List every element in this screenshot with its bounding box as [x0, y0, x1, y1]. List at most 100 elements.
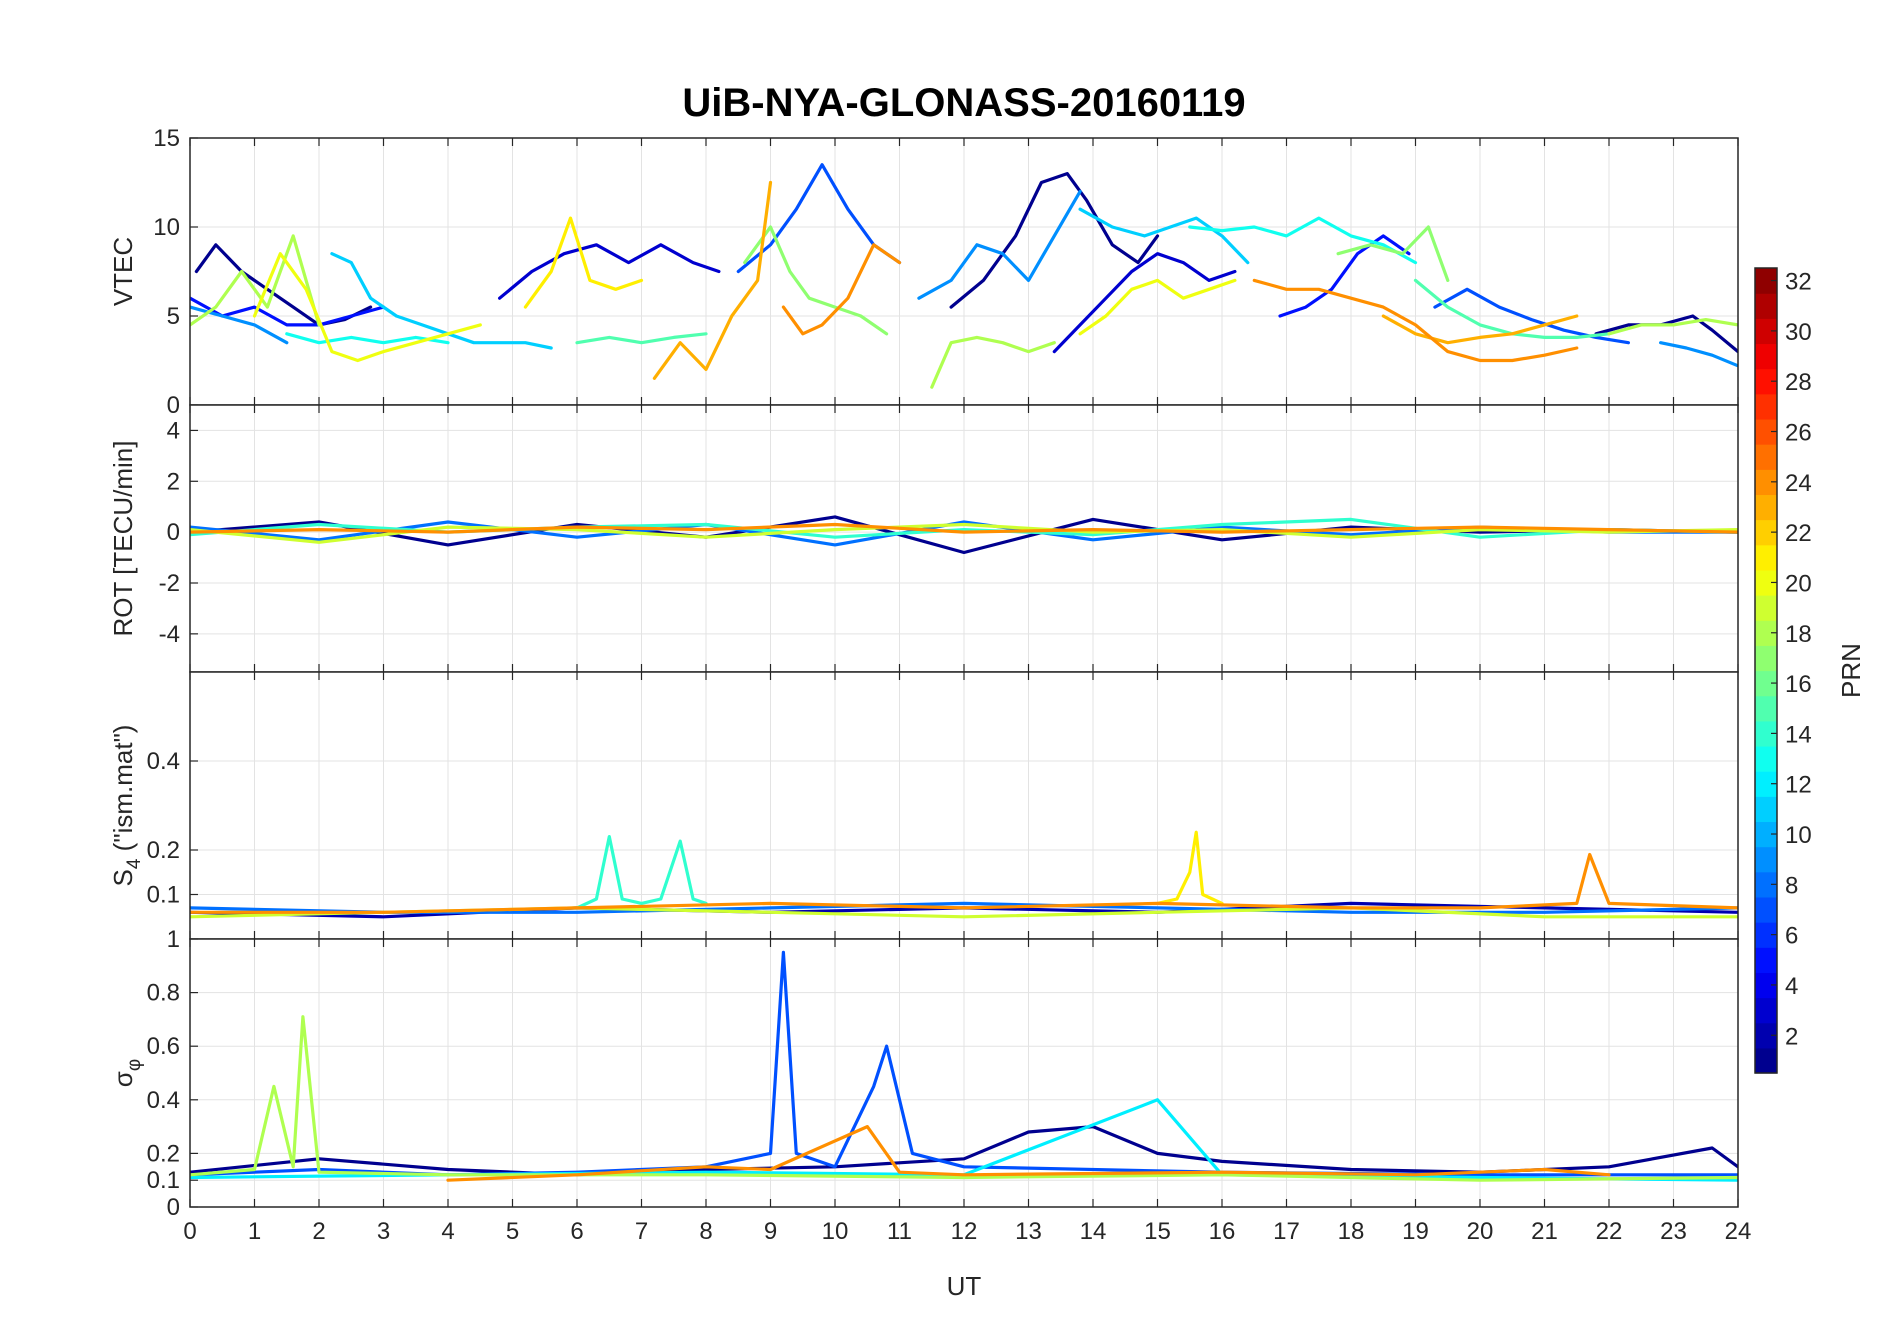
- colorbar-label: PRN: [1836, 643, 1866, 698]
- series-group-rot: [190, 515, 1738, 555]
- series-line-prn-18: [190, 1015, 1738, 1182]
- colorbar-tick-label: 6: [1785, 923, 1798, 950]
- colorbar-tick-label: 32: [1785, 269, 1812, 296]
- series-line-prn-11: [1078, 207, 1250, 265]
- series-group-sigma-phi: [190, 950, 1738, 1182]
- y-tick-label: 0.4: [147, 748, 180, 775]
- colorbar-segment: [1755, 544, 1777, 571]
- colorbar-segment: [1755, 368, 1777, 395]
- colorbar-tick-label: 28: [1785, 369, 1812, 396]
- colorbar-segment: [1755, 1022, 1777, 1049]
- colorbar-segment: [1755, 469, 1777, 496]
- series-line-prn-9: [190, 305, 289, 345]
- series-line-prn-23: [1381, 314, 1579, 345]
- series-line-prn-1: [1594, 314, 1738, 354]
- x-tick-label: 10: [822, 1218, 849, 1245]
- colorbar-segment: [1755, 444, 1777, 470]
- series-line-prn-18: [930, 335, 1056, 389]
- y-tick-label: 0.8: [147, 980, 180, 1007]
- series-line-prn-7: [1433, 287, 1631, 345]
- series-line-prn-13: [285, 332, 450, 345]
- series-line-prn-20: [252, 252, 482, 363]
- y-tick-label: -4: [159, 621, 180, 648]
- colorbar-segment: [1755, 695, 1777, 722]
- x-tick-label: 22: [1596, 1218, 1623, 1245]
- x-tick-label: 17: [1273, 1218, 1300, 1245]
- series-line-prn-14: [575, 834, 708, 910]
- series-line-prn-1: [949, 172, 1160, 309]
- colorbar-segment: [1755, 896, 1777, 923]
- x-tick-label: 11: [887, 1218, 912, 1245]
- colorbar-segment: [1755, 1047, 1777, 1074]
- colorbar-tick-label: 30: [1785, 319, 1812, 346]
- series-line-prn-17: [743, 225, 889, 336]
- colorbar-segment: [1755, 293, 1777, 319]
- colorbar-segment: [1755, 343, 1777, 370]
- colorbar-segment: [1755, 268, 1777, 294]
- series-line-prn-3: [1052, 252, 1237, 354]
- series-line-prn-9: [1658, 341, 1738, 368]
- x-tick-label: 19: [1402, 1218, 1429, 1245]
- colorbar-segment: [1755, 821, 1777, 848]
- x-tick-label: 5: [506, 1218, 519, 1245]
- colorbar-segment: [1755, 846, 1777, 873]
- y-tick-label: 0: [167, 519, 180, 546]
- y-tick-label: 4: [167, 417, 180, 444]
- y-tick-label: 0: [167, 1194, 180, 1221]
- panel-s4: 0.1 0.2 0.4S4 ("ism.mat"): [108, 671, 1739, 940]
- x-tick-label: 2: [312, 1218, 325, 1245]
- series-line-prn-24: [190, 522, 1738, 534]
- colorbar-segment: [1755, 972, 1777, 999]
- series-line-prn-1: [190, 515, 1738, 555]
- series-line-prn-5: [1278, 234, 1411, 318]
- x-tick-label: 8: [699, 1218, 712, 1245]
- colorbar-segment: [1755, 796, 1777, 823]
- series-line-prn-23: [652, 180, 773, 380]
- colorbar-segment: [1755, 771, 1777, 797]
- y-axis-label-sigma-phi: σφ: [108, 1059, 145, 1087]
- y-axis-label-vtec: VTEC: [108, 237, 138, 306]
- colorbar-tick-label: 20: [1785, 570, 1812, 597]
- colorbar-segment: [1755, 620, 1777, 646]
- colorbar-segment: [1755, 569, 1777, 596]
- panel-vtec: 0 5 10 15 VTEC: [108, 125, 1739, 419]
- colorbar-segment: [1755, 318, 1777, 345]
- x-tick-label: 0: [183, 1218, 196, 1245]
- y-tick-label: 10: [153, 214, 180, 241]
- x-tick-label: 18: [1338, 1218, 1365, 1245]
- series-line-prn-21: [523, 216, 644, 309]
- x-tick-label: 20: [1467, 1218, 1494, 1245]
- colorbar-tick-label: 18: [1785, 621, 1812, 648]
- colorbar-segment: [1755, 871, 1777, 898]
- colorbar-segment: [1755, 997, 1777, 1024]
- series-line-prn-18: [190, 234, 321, 327]
- colorbar-segment: [1755, 519, 1777, 546]
- panel-sigma-phi: 00.10.2 0.4 0.6 0.8 1 σφ: [108, 926, 1739, 1221]
- x-tick-label: 9: [764, 1218, 777, 1245]
- colorbar-segment: [1755, 720, 1777, 747]
- colorbar-tick-label: 14: [1785, 721, 1812, 748]
- colorbar-segment: [1755, 947, 1777, 973]
- y-tick-label: 0.4: [147, 1087, 180, 1114]
- x-tick-label: 3: [377, 1218, 390, 1245]
- y-axis-label-s4: S4 ("ism.mat"): [108, 725, 145, 887]
- x-tick-label: 24: [1725, 1218, 1752, 1245]
- x-tick-label: 14: [1080, 1218, 1107, 1245]
- panel-rot: -4 -2 0 2 4 ROT [TECU/min]: [108, 404, 1739, 673]
- y-tick-label: 0.6: [147, 1033, 180, 1060]
- y-tick-label: 15: [153, 125, 180, 152]
- colorbar-tick-label: 2: [1785, 1023, 1798, 1050]
- colorbar-segment: [1755, 670, 1777, 697]
- series-line-prn-24: [1252, 278, 1579, 363]
- colorbar-tick-label: 26: [1785, 420, 1812, 447]
- y-tick-label: 5: [167, 303, 180, 330]
- series-line-prn-13: [1188, 216, 1418, 265]
- colorbar-segment: [1755, 494, 1777, 521]
- y-tick-label: -2: [159, 570, 180, 597]
- series-line-prn-9: [917, 189, 1082, 300]
- x-tick-label: 21: [1531, 1218, 1558, 1245]
- series-line-prn-24: [190, 852, 1738, 914]
- colorbar-box: [1754, 267, 1778, 1074]
